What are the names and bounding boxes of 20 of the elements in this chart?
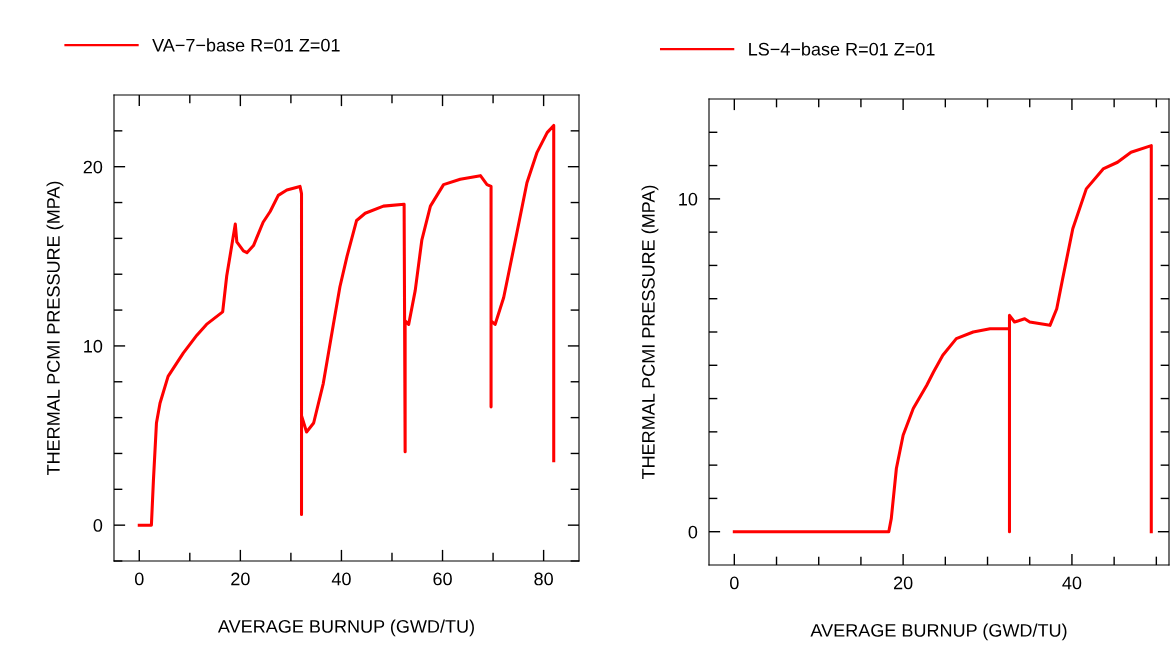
y-tick-label: 10 — [84, 339, 103, 353]
x-tick-label: 60 — [433, 572, 452, 586]
line-series — [137, 123, 556, 527]
x-axis-title: AVERAGE BURNUP (GWD/TU) — [217, 619, 474, 637]
y-tick-label: 20 — [83, 160, 103, 174]
x-axis-title: AVERAGE BURNUP (GWD/TU) — [810, 623, 1067, 641]
legend-label: LS−4−base R=01 Z=01 — [749, 42, 935, 56]
y-axis-title: THERMAL PCMI PRESSURE (MPA) — [46, 181, 64, 476]
x-tick-label: 0 — [730, 576, 739, 590]
x-tick-label: 40 — [331, 572, 351, 586]
y-axis-title: THERMAL PCMI PRESSURE (MPA) — [641, 185, 659, 480]
x-tick-label: 20 — [894, 576, 913, 590]
x-tick-label: 40 — [1062, 576, 1082, 590]
legend-label: VA−7−base R=01 Z=01 — [152, 38, 340, 52]
x-tick-label: 0 — [134, 572, 144, 586]
y-tick-label: 10 — [679, 192, 698, 206]
line-series — [732, 144, 1153, 534]
x-tick-label: 20 — [231, 572, 250, 586]
y-tick-label: 0 — [93, 519, 103, 532]
x-tick-label: 80 — [534, 572, 553, 586]
